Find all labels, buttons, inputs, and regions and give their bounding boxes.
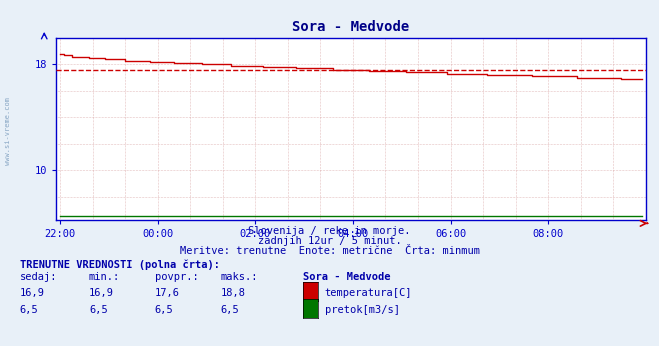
Text: 6,5: 6,5: [155, 305, 173, 315]
Text: sedaj:: sedaj:: [20, 272, 57, 282]
Text: zadnjih 12ur / 5 minut.: zadnjih 12ur / 5 minut.: [258, 236, 401, 246]
Text: min.:: min.:: [89, 272, 120, 282]
Text: TRENUTNE VREDNOSTI (polna črta):: TRENUTNE VREDNOSTI (polna črta):: [20, 260, 219, 270]
Text: 6,5: 6,5: [221, 305, 239, 315]
Text: 6,5: 6,5: [20, 305, 38, 315]
Text: maks.:: maks.:: [221, 272, 258, 282]
Text: Sora - Medvode: Sora - Medvode: [303, 272, 391, 282]
Text: Meritve: trenutne  Enote: metrične  Črta: minmum: Meritve: trenutne Enote: metrične Črta: …: [179, 246, 480, 256]
Text: 6,5: 6,5: [89, 305, 107, 315]
Text: 18,8: 18,8: [221, 288, 246, 298]
Text: pretok[m3/s]: pretok[m3/s]: [325, 305, 400, 315]
Text: temperatura[C]: temperatura[C]: [325, 288, 413, 298]
Title: Sora - Medvode: Sora - Medvode: [293, 20, 409, 34]
Text: www.si-vreme.com: www.si-vreme.com: [5, 98, 11, 165]
Text: 16,9: 16,9: [89, 288, 114, 298]
Text: 16,9: 16,9: [20, 288, 45, 298]
Text: Slovenija / reke in morje.: Slovenija / reke in morje.: [248, 226, 411, 236]
Text: 17,6: 17,6: [155, 288, 180, 298]
Text: povpr.:: povpr.:: [155, 272, 198, 282]
